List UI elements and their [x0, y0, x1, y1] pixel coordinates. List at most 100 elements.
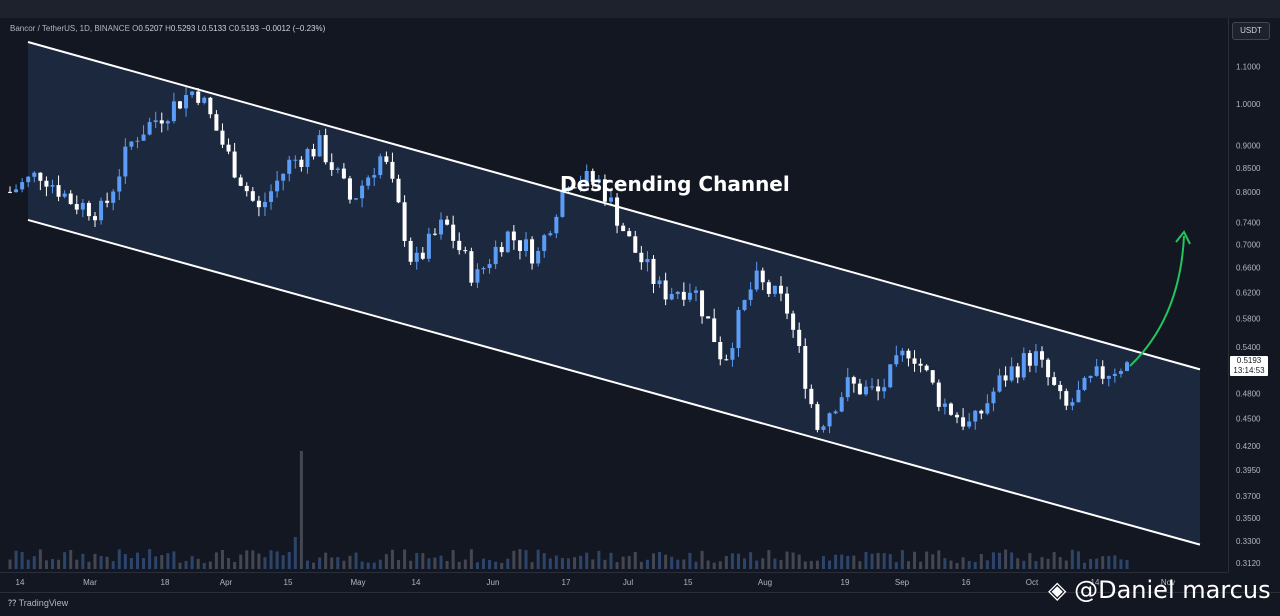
candle-body: [930, 370, 935, 383]
candle-body: [675, 291, 680, 294]
volume-bar: [336, 557, 340, 569]
volume-bar: [858, 561, 862, 569]
candle-body: [906, 350, 911, 359]
time-tick-label: Mar: [83, 578, 97, 587]
candlestick-chart[interactable]: [0, 18, 1228, 572]
candle-body: [1106, 375, 1111, 379]
candle-body: [20, 182, 25, 190]
volume-bar: [682, 559, 686, 569]
volume-bar: [591, 559, 595, 569]
volume-bar: [512, 550, 516, 569]
tradingview-logo[interactable]: ⁇ TradingView: [8, 598, 68, 609]
candle-body: [991, 391, 996, 404]
candle-body: [135, 140, 140, 142]
chart-pane[interactable]: [0, 18, 1228, 572]
candle-body: [439, 219, 444, 235]
last-price-tag: 0.5193 13:14:53: [1230, 356, 1268, 377]
volume-bar: [415, 553, 419, 569]
candle-body: [882, 387, 887, 392]
channel-fill: [28, 41, 1200, 545]
volume-bar: [633, 551, 637, 569]
volume-bar: [597, 550, 601, 569]
volume-bar: [287, 552, 291, 569]
candle-body: [360, 185, 365, 199]
volume-bar: [421, 553, 425, 569]
volume-bar: [925, 551, 929, 569]
volume-bar: [269, 550, 273, 569]
volume-bar: [554, 555, 558, 569]
candle-body: [1009, 366, 1014, 381]
volume-bar: [506, 558, 510, 569]
volume-bar: [445, 561, 449, 569]
candle-body: [366, 177, 371, 186]
volume-bar: [38, 549, 42, 569]
candle-body: [159, 120, 164, 124]
volume-bar: [761, 558, 765, 569]
candle-body: [524, 239, 529, 251]
candle-body: [924, 365, 929, 371]
time-tick-label: 17: [562, 578, 571, 587]
candle-body: [505, 231, 510, 253]
price-tick-label: 0.3950: [1236, 466, 1261, 475]
candle-body: [797, 329, 802, 347]
candle-body: [281, 173, 286, 181]
candle-body: [445, 219, 450, 225]
candle-body: [608, 197, 613, 202]
footer-bar: [0, 592, 1280, 616]
candle-body: [803, 346, 808, 389]
time-axis[interactable]: 14 Mar 18 Apr 15 May 14 Jun 17 Jul 15 Aug 19 Sep 16 Oct…: [0, 572, 1228, 593]
price-axis[interactable]: 1.20001.10001.00000.90000.85000.80000.74…: [1228, 18, 1280, 572]
candle-body: [396, 178, 401, 203]
volume-bar: [973, 562, 977, 569]
candle-body: [117, 176, 122, 192]
volume-bar: [148, 549, 152, 569]
candle-body: [196, 91, 201, 103]
candle-body: [517, 240, 522, 251]
price-tick-label: 1.1000: [1236, 62, 1261, 71]
volume-bar: [518, 549, 522, 569]
volume-bar: [463, 559, 467, 569]
candle-body: [92, 216, 97, 221]
volume-bar: [888, 554, 892, 569]
top-bar: [0, 0, 1280, 18]
candle-body: [876, 386, 881, 392]
volume-bar: [900, 550, 904, 569]
candle-body: [742, 299, 747, 310]
arrow-head-icon: [1175, 230, 1191, 245]
candle-body: [651, 258, 656, 285]
candle-body: [123, 146, 128, 177]
volume-bar: [906, 561, 910, 569]
candle-body: [202, 97, 207, 103]
volume-bar: [567, 558, 570, 569]
volume-bar: [330, 557, 334, 569]
volume-bar: [767, 550, 771, 569]
candle-body: [1021, 353, 1026, 378]
candle-body: [548, 233, 553, 236]
candle-body: [1118, 371, 1123, 374]
price-tick-label: 0.8000: [1236, 188, 1261, 197]
candle-body: [171, 101, 176, 122]
candle-body: [347, 178, 352, 200]
volume-bar: [8, 559, 12, 569]
candle-body: [863, 386, 868, 395]
volume-bar: [1058, 557, 1062, 569]
volume-bar: [1004, 549, 1008, 569]
volume-bar: [1107, 556, 1111, 569]
candle-body: [177, 101, 182, 109]
volume-bar: [864, 551, 868, 569]
candle-body: [615, 197, 620, 226]
volume-bar: [706, 560, 710, 569]
time-tick-label: Aug: [758, 578, 772, 587]
candle-body: [979, 410, 984, 414]
volume-bar: [500, 562, 504, 569]
candle-body: [730, 348, 735, 360]
volume-bar: [257, 553, 261, 569]
candle-body: [791, 313, 796, 330]
candle-body: [718, 342, 723, 360]
watermark-text: @Daniel marcus: [1074, 576, 1271, 604]
volume-bar: [427, 558, 431, 569]
candle-body: [536, 250, 541, 264]
candle-body: [973, 410, 978, 422]
volume-bar: [305, 560, 309, 569]
currency-button[interactable]: USDT: [1232, 22, 1270, 40]
